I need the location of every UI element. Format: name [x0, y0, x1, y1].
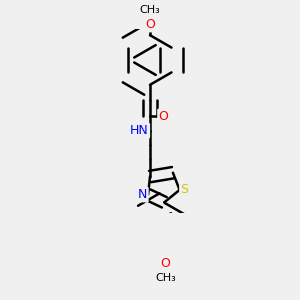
Text: N: N: [138, 188, 147, 201]
Text: O: O: [160, 257, 170, 270]
Text: O: O: [158, 110, 168, 123]
Text: O: O: [145, 18, 155, 31]
Text: S: S: [180, 183, 188, 196]
Text: CH₃: CH₃: [140, 5, 160, 15]
Text: HN: HN: [130, 124, 149, 137]
Text: CH₃: CH₃: [155, 273, 176, 283]
